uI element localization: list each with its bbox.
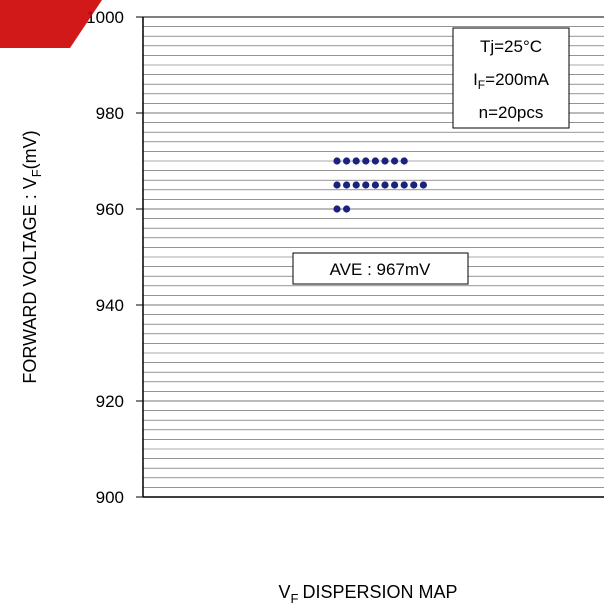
data-point	[343, 205, 351, 213]
data-point	[352, 157, 360, 165]
data-point	[381, 157, 389, 165]
data-point	[381, 181, 389, 189]
y-tick-label: 900	[96, 488, 124, 507]
x-axis-title: VF DISPERSION MAP	[279, 582, 458, 606]
y-axis-title-sub: F	[29, 169, 44, 177]
data-point	[371, 181, 379, 189]
condition-temperature: Tj=25°C	[480, 37, 542, 56]
y-tick-label: 960	[96, 200, 124, 219]
condition-current-sub: F	[478, 78, 485, 92]
data-point	[352, 181, 360, 189]
x-axis-title-sub: F	[291, 591, 299, 606]
x-axis-title-main: DISPERSION MAP	[302, 582, 457, 602]
condition-current-prefix: I	[473, 70, 478, 89]
data-point	[391, 181, 399, 189]
data-point	[362, 181, 370, 189]
data-point	[400, 157, 408, 165]
y-axis-title-main: FORWARD VOLTAGE : V	[20, 177, 40, 383]
data-point	[419, 181, 427, 189]
data-point	[343, 157, 351, 165]
y-axis-title-unit: (mV)	[20, 130, 40, 169]
condition-current: IF=200mA	[473, 70, 550, 92]
x-axis-title-prefix: V	[279, 582, 291, 602]
y-tick-label: 980	[96, 104, 124, 123]
data-point	[400, 181, 408, 189]
y-tick-label: 920	[96, 392, 124, 411]
y-axis-title: FORWARD VOLTAGE : VF(mV)	[20, 130, 44, 383]
corner-watermark-mark	[0, 0, 102, 48]
data-point	[410, 181, 418, 189]
data-point	[391, 157, 399, 165]
y-tick-labels: 900 920 940 960 980 1000	[86, 8, 143, 507]
conditions-box: Tj=25°C IF=200mA n=20pcs	[452, 27, 570, 129]
data-point	[362, 157, 370, 165]
data-point	[343, 181, 351, 189]
data-point	[333, 181, 341, 189]
average-annotation: AVE : 967mV	[292, 252, 469, 285]
condition-current-suffix: =200mA	[485, 70, 549, 89]
average-label: AVE : 967mV	[330, 260, 431, 279]
y-tick-label: 940	[96, 296, 124, 315]
y-tick-label: 1000	[86, 8, 124, 27]
data-point	[333, 157, 341, 165]
data-point	[371, 157, 379, 165]
data-points	[333, 157, 427, 213]
condition-sample-count: n=20pcs	[479, 103, 544, 122]
data-point	[333, 205, 341, 213]
